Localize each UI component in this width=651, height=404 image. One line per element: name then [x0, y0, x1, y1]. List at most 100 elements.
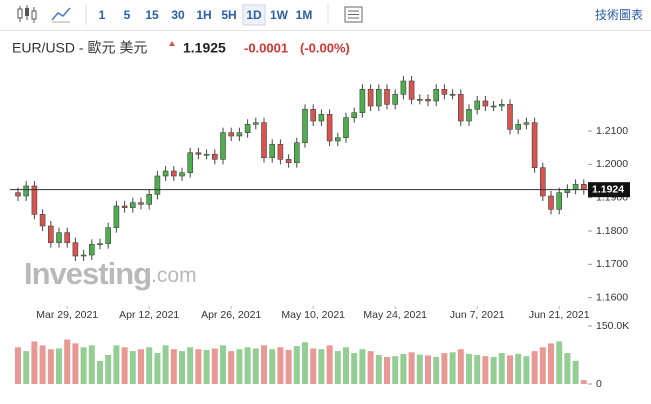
candle-body [556, 192, 563, 210]
change-percent: (-0.00%) [300, 40, 350, 55]
volume-bar [375, 355, 382, 384]
volume-bar [179, 351, 185, 384]
interval-button[interactable]: 5H [221, 8, 236, 22]
candle-body [293, 142, 300, 163]
candle-body [310, 109, 317, 122]
candle-body [351, 112, 358, 118]
volume-bar [162, 345, 169, 384]
volume-bar [334, 351, 341, 384]
volume-bar [441, 353, 448, 384]
settings-icon[interactable] [344, 6, 363, 23]
candle-body [466, 109, 472, 122]
candle-body [121, 205, 128, 208]
interval-selected [242, 4, 266, 26]
line-icon[interactable] [51, 7, 71, 23]
y-tick-label: 1.1600 [596, 291, 628, 303]
volume-bar [490, 356, 497, 384]
volume-bar [187, 347, 194, 384]
volume-bar [203, 349, 210, 384]
volume-bar [80, 347, 87, 384]
last-price: 1.1925 [183, 40, 226, 56]
volume-bar [31, 341, 38, 384]
volume-bar [285, 349, 292, 384]
candle-body [187, 152, 193, 173]
candle-body [179, 172, 185, 177]
change-marker [169, 41, 175, 46]
volume-bar [15, 347, 21, 384]
candle-body [441, 89, 448, 95]
volume-bar [72, 343, 79, 384]
volume-bar [64, 339, 71, 384]
candle-body [64, 232, 70, 243]
volume-bar [425, 355, 431, 384]
candle-body [302, 109, 308, 143]
symbol: EUR/USD - 歐元 美元 [12, 40, 147, 56]
interval-button[interactable]: 1 [99, 8, 106, 22]
interval-button[interactable]: 1D [246, 8, 262, 22]
interval-button[interactable]: 30 [171, 8, 185, 22]
volume-bar [474, 355, 481, 384]
current-price-box [588, 182, 630, 198]
candle-body [220, 132, 226, 160]
candle-body [474, 100, 481, 110]
candle-body [277, 144, 284, 160]
candle-body [433, 89, 440, 102]
change: -0.0001 [244, 40, 288, 55]
candle-body [523, 122, 530, 125]
x-tick-label: Mar 29, 2021 [36, 309, 98, 321]
volume-bar [523, 356, 530, 384]
candle-body [482, 100, 489, 107]
candle-body [580, 184, 587, 190]
candle-body [343, 117, 349, 138]
toolbar [0, 0, 651, 30]
interval-button[interactable]: 1M [296, 8, 313, 22]
candle-body [384, 89, 390, 105]
candle-body [154, 175, 161, 195]
candle-body [171, 170, 177, 177]
volume-bar [252, 348, 259, 384]
volume-bar [293, 346, 300, 384]
candle-body [269, 144, 276, 158]
volume-bar [466, 353, 472, 384]
watermark-brand: Investing [24, 256, 151, 291]
interval-button[interactable]: 1H [196, 8, 211, 22]
volume-bar [318, 349, 325, 384]
volume-bar [351, 353, 358, 384]
volume-bar [580, 380, 587, 384]
candle-body [47, 225, 54, 243]
volume-bar [433, 356, 440, 384]
candle-body [285, 159, 292, 163]
interval-button[interactable]: 1W [270, 8, 289, 22]
volume-bar [23, 351, 30, 384]
candle-body [113, 205, 120, 228]
technical-chart-link[interactable]: 技術圖表 [595, 8, 643, 22]
volume-bar [39, 345, 46, 384]
volume-bar [556, 341, 563, 384]
candle-body [515, 124, 522, 130]
candle-body [228, 132, 234, 137]
candle-body [162, 170, 169, 177]
candle-body [89, 244, 95, 256]
interval-button[interactable]: 15 [145, 8, 159, 22]
volume-bar [47, 349, 54, 384]
candle-body [261, 122, 267, 158]
volume-bar [359, 349, 366, 384]
volume-bar [302, 342, 308, 384]
volume-bar [236, 349, 243, 384]
volume-bar [195, 349, 202, 384]
candle-body [80, 254, 87, 257]
volume-bar [498, 353, 505, 384]
volume-bar [121, 347, 128, 384]
volume-bar [211, 348, 218, 384]
candle-body [138, 202, 144, 205]
candle-body [367, 89, 374, 107]
volume-bar [384, 356, 390, 384]
x-tick-label: May 24, 2021 [363, 309, 427, 321]
volume-bar [343, 347, 349, 384]
volume-bar [367, 351, 374, 384]
interval-button[interactable]: 5 [124, 8, 131, 22]
candle-icon[interactable] [17, 5, 37, 23]
candle-body [548, 195, 554, 210]
candle-body [212, 154, 218, 160]
